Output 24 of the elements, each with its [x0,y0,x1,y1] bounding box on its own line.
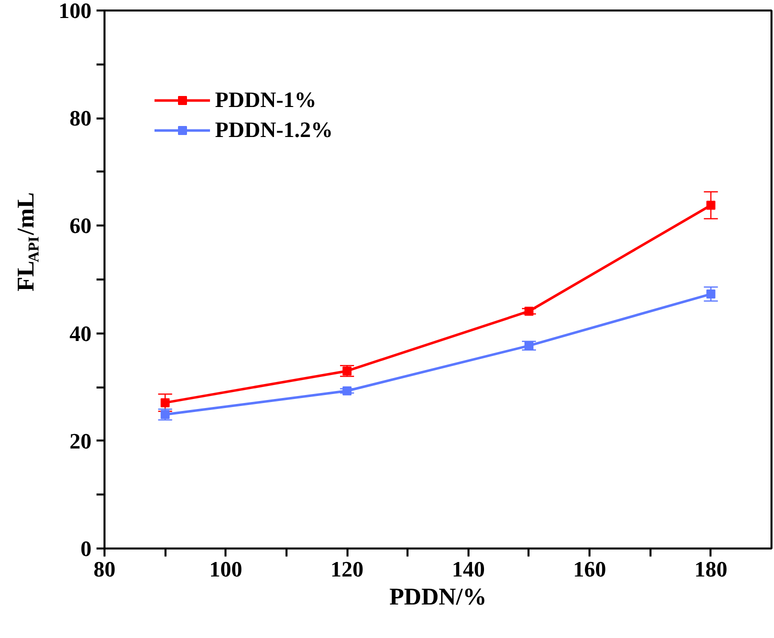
x-tick-label: 180 [694,556,728,582]
y-tick-label: 100 [58,0,92,23]
x-tick-label: 120 [330,556,364,582]
x-tick-label: 140 [452,556,485,582]
legend-label: PDDN-1.2% [215,117,333,143]
y-tick-label: 60 [70,213,92,238]
y-tick-label: 80 [70,106,92,131]
point [524,341,534,350]
x-tick-label: 100 [209,556,242,582]
point [524,306,534,316]
x-tick-label: 80 [94,556,116,582]
x-tick-label: 160 [573,556,606,582]
x-axis-title: PDDN/% [389,584,487,610]
y-tick-label: 40 [70,320,92,346]
point [342,366,352,376]
point [342,386,352,396]
point [706,290,716,299]
y-axis-title: FLAPI/mL [14,192,42,292]
point [160,398,170,408]
point [706,200,716,210]
y-tick-label: 0 [80,536,92,561]
point [160,410,170,420]
legend-label: PDDN-1% [215,87,316,113]
y-tick-label: 20 [70,428,92,454]
